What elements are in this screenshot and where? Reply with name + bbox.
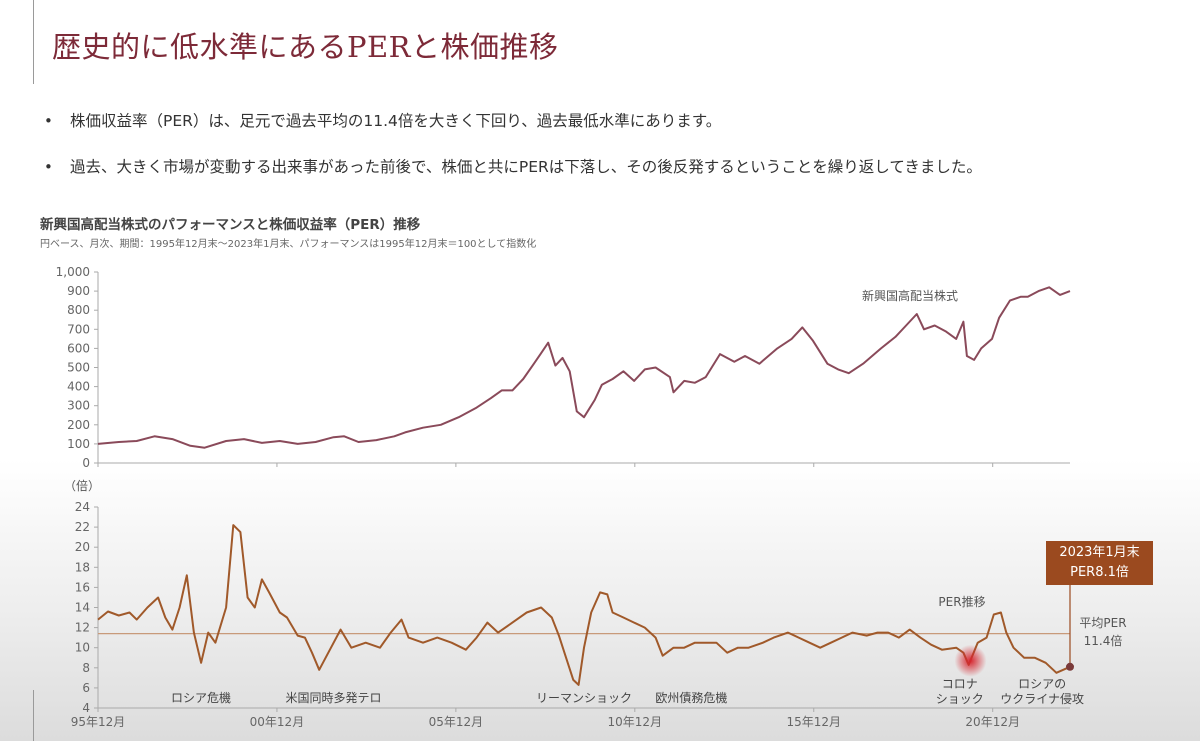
x-tick-label: 95年12月 <box>71 715 126 729</box>
perf-y-tick-label: 900 <box>67 284 90 298</box>
perf-y-tick-label: 600 <box>67 341 90 355</box>
per-y-tick-label: 16 <box>75 580 90 594</box>
perf-y-tick-label: 400 <box>67 380 90 394</box>
left-rule-bottom <box>33 690 34 741</box>
avg-per-value: 11.4倍 <box>1084 633 1123 648</box>
event-annotation-label: 欧州債務危機 <box>655 690 727 705</box>
x-tick-label: 10年12月 <box>608 715 663 729</box>
x-tick-label: 15年12月 <box>786 715 841 729</box>
per-y-axis-label: （倍） <box>64 478 100 493</box>
per-y-tick-label: 18 <box>75 560 90 574</box>
event-annotation-label: コロナ <box>942 677 978 691</box>
latest-per-callout: 2023年1月末 PER8.1倍 <box>1046 541 1153 585</box>
bullet-text-history: 過去、大きく市場が変動する出来事があった前後で、株価と共にPERは下落し、その後… <box>70 158 982 176</box>
perf-y-tick-label: 0 <box>82 456 90 470</box>
per-y-tick-label: 12 <box>75 621 90 635</box>
x-tick-label: 05年12月 <box>429 715 484 729</box>
bullet-item: • 過去、大きく市場が変動する出来事があった前後で、株価と共にPERは下落し、そ… <box>44 156 982 202</box>
event-annotation-label: 米国同時多発テロ <box>285 691 381 705</box>
callout-value: PER8.1倍 <box>1070 565 1129 580</box>
per-y-tick-label: 24 <box>75 500 90 514</box>
perf-y-tick-label: 700 <box>67 322 90 336</box>
perf-y-tick-label: 800 <box>67 303 90 317</box>
event-annotation-label: リーマンショック <box>536 691 632 705</box>
event-annotation-label: ロシアの <box>1018 677 1066 691</box>
bullet-item: • 株価収益率（PER）は、足元で過去平均の11.4倍を大きく下回り、過去最低水… <box>44 110 982 156</box>
bullet-marker: • <box>44 112 53 130</box>
event-annotation-label: ウクライナ侵攻 <box>1000 691 1084 706</box>
perf-y-tick-label: 200 <box>67 418 90 432</box>
per-y-tick-label: 20 <box>75 540 90 554</box>
avg-per-label: 平均PER <box>1079 616 1126 630</box>
per-y-tick-label: 8 <box>82 661 90 675</box>
bullet-text-per: 株価収益率（PER）は、足元で過去平均の11.4倍を大きく下回り、過去最低水準に… <box>70 112 722 130</box>
per-y-tick-label: 4 <box>82 701 90 715</box>
left-rule <box>33 0 34 84</box>
x-tick-label: 00年12月 <box>250 715 305 729</box>
callout-date: 2023年1月末 <box>1059 545 1140 560</box>
perf-y-tick-label: 300 <box>67 399 90 413</box>
chart-title: 新興国高配当株式のパフォーマンスと株価収益率（PER）推移 <box>40 217 421 233</box>
per-series-label: PER推移 <box>938 595 985 609</box>
perf-series-label: 新興国高配当株式 <box>862 288 958 303</box>
perf-y-tick-label: 500 <box>67 361 90 375</box>
chart-subtitle: 円ベース、月次、期間：1995年12月末～2023年1月末、パフォーマンスは19… <box>40 239 537 250</box>
perf-y-tick-label: 100 <box>67 437 90 451</box>
per-series-line <box>97 524 1071 686</box>
bullet-marker: • <box>44 158 53 176</box>
per-y-tick-label: 14 <box>75 601 90 615</box>
event-annotation-label: ショック <box>936 692 984 706</box>
x-tick-label: 20年12月 <box>965 715 1020 729</box>
per-y-tick-label: 22 <box>75 520 90 534</box>
perf-series-line <box>97 286 1071 449</box>
bullet-list: • 株価収益率（PER）は、足元で過去平均の11.4倍を大きく下回り、過去最低水… <box>44 110 982 202</box>
latest-per-marker <box>1066 662 1074 671</box>
event-annotation-label: ロシア危機 <box>171 690 231 705</box>
per-y-tick-label: 6 <box>82 681 90 695</box>
perf-y-tick-label: 1,000 <box>56 265 90 279</box>
page-title: 歴史的に低水準にあるPERと株価推移 <box>52 30 559 64</box>
per-y-tick-label: 10 <box>75 641 90 655</box>
covid-highlight-dot <box>954 644 987 677</box>
